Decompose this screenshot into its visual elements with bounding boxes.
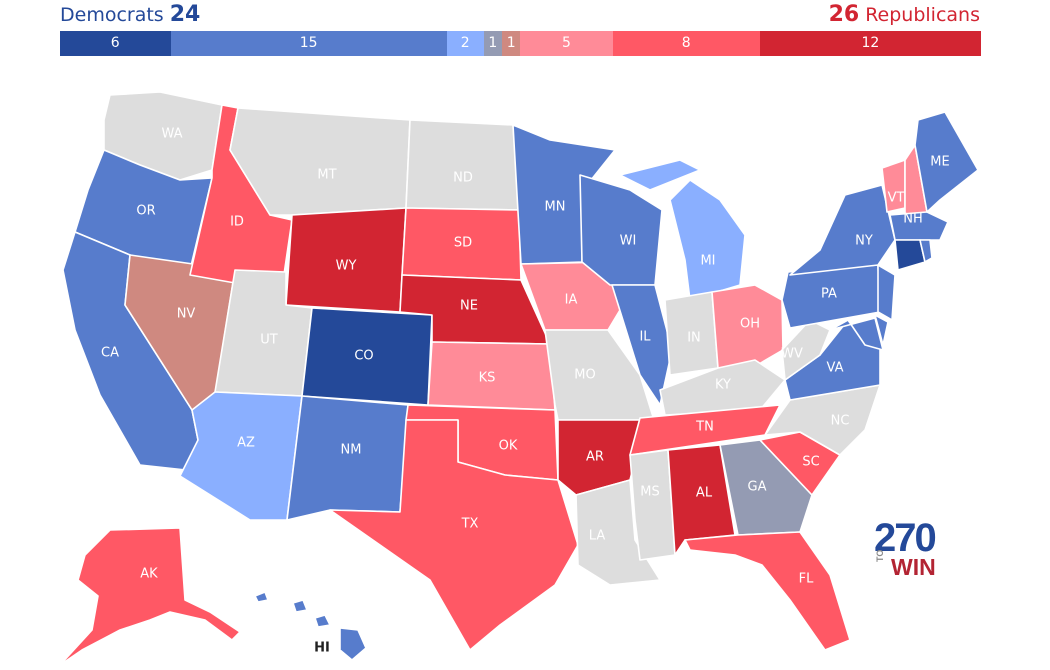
state-label-pa: PA [821, 287, 837, 302]
republicans-count: 26 [828, 2, 860, 27]
state-label-ne: NE [460, 299, 478, 314]
state-label-id: ID [230, 215, 244, 230]
state-label-hi: HI [314, 641, 330, 656]
state-az[interactable] [179, 391, 303, 521]
state-label-il: IL [639, 330, 651, 345]
state-label-co: CO [354, 349, 373, 364]
state-label-ms: MS [640, 485, 659, 500]
state-label-nc: NC [831, 414, 850, 429]
state-label-sc: SC [802, 455, 819, 470]
state-label-mi: MI [700, 254, 715, 269]
state-label-fl: FL [799, 572, 814, 587]
logo-number: 270 [874, 516, 937, 560]
rating-segment-3: 1 [483, 31, 503, 56]
democrats-count: 24 [169, 2, 201, 27]
state-ak[interactable] [59, 527, 241, 666]
state-label-ga: GA [748, 480, 767, 495]
rating-segment-1: 15 [170, 31, 447, 56]
state-ms[interactable] [629, 449, 676, 561]
state-label-nv: NV [177, 307, 196, 322]
state-la[interactable] [575, 479, 661, 586]
state-label-ar: AR [586, 450, 604, 465]
logo-to: TO [875, 549, 885, 562]
state-nm[interactable] [286, 395, 409, 521]
republicans-label: Republicans [865, 4, 980, 26]
state-mi[interactable] [619, 159, 746, 301]
state-label-in: IN [687, 331, 701, 346]
state-label-wa: WA [161, 127, 182, 142]
state-il[interactable] [611, 284, 673, 406]
state-hi[interactable] [254, 591, 367, 661]
state-label-wv: WV [781, 347, 803, 362]
democrats-label: Democrats [60, 4, 164, 26]
state-de[interactable] [874, 314, 889, 346]
state-fl[interactable] [684, 531, 851, 651]
270towin-logo: 270 TO WIN [874, 518, 944, 582]
state-label-az: AZ [237, 436, 255, 451]
state-label-ok: OK [499, 439, 518, 454]
state-label-wi: WI [620, 234, 637, 249]
republicans-total: 26 Republicans [829, 2, 980, 27]
state-label-or: OR [136, 204, 155, 219]
democrats-total: Democrats 24 [60, 2, 200, 27]
state-label-ca: CA [101, 346, 119, 361]
logo-win: WIN [891, 554, 936, 580]
state-label-mt: MT [317, 168, 336, 183]
state-label-vt: VT [888, 191, 905, 206]
rating-segment-0: 6 [60, 31, 171, 56]
state-label-tx: TX [461, 517, 479, 532]
state-label-ky: KY [715, 378, 731, 393]
ratings-bar: 6 15 2 1 1 5 8 12 [60, 31, 981, 56]
state-label-oh: OH [740, 317, 760, 332]
state-wi[interactable] [579, 174, 663, 286]
state-label-nm: NM [341, 443, 362, 458]
state-label-va: VA [827, 361, 844, 376]
state-ga[interactable] [719, 439, 813, 536]
state-md[interactable] [829, 317, 884, 351]
rating-segment-2: 2 [446, 31, 484, 56]
state-nj[interactable] [877, 264, 896, 321]
state-label-mn: MN [545, 200, 566, 215]
rating-segment-7: 12 [759, 31, 981, 56]
state-label-nd: ND [453, 171, 473, 186]
state-label-ia: IA [565, 293, 578, 308]
state-label-ak: AK [140, 567, 158, 582]
state-label-sd: SD [454, 236, 472, 251]
state-label-ks: KS [479, 371, 496, 386]
rating-segment-5: 5 [520, 31, 613, 56]
state-ma[interactable] [889, 211, 949, 241]
state-nd[interactable] [405, 119, 520, 211]
state-label-ut: UT [260, 333, 278, 348]
state-label-la: LA [589, 529, 606, 544]
state-label-me: ME [930, 155, 949, 170]
state-tx[interactable] [329, 419, 579, 651]
state-label-ny: NY [855, 234, 873, 249]
state-label-al: AL [696, 486, 713, 501]
state-label-mo: MO [574, 368, 595, 383]
state-ny[interactable] [789, 184, 896, 276]
state-label-wy: WY [336, 259, 357, 274]
rating-segment-6: 8 [612, 31, 760, 56]
state-ri[interactable] [919, 239, 933, 263]
rating-segment-4: 1 [502, 31, 521, 56]
state-label-tn: TN [695, 420, 714, 435]
state-label-nh: NH [903, 212, 923, 227]
state-me[interactable] [914, 111, 979, 213]
